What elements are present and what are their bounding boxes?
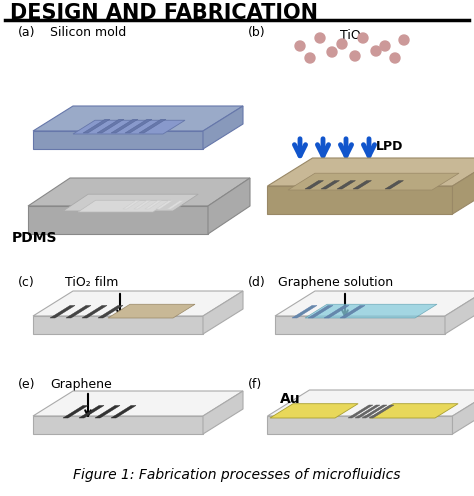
- Text: LPD: LPD: [376, 139, 403, 152]
- Polygon shape: [63, 406, 88, 418]
- Circle shape: [295, 41, 305, 51]
- Polygon shape: [125, 119, 152, 133]
- Polygon shape: [445, 291, 474, 334]
- Polygon shape: [111, 406, 136, 418]
- Polygon shape: [370, 404, 458, 418]
- Polygon shape: [308, 306, 333, 318]
- Polygon shape: [362, 405, 387, 418]
- Circle shape: [327, 47, 337, 57]
- Polygon shape: [385, 181, 403, 189]
- Text: (f): (f): [248, 378, 262, 391]
- Polygon shape: [267, 158, 474, 186]
- Polygon shape: [453, 158, 474, 214]
- Text: DESIGN AND FABRICATION: DESIGN AND FABRICATION: [10, 3, 318, 23]
- Polygon shape: [82, 306, 107, 318]
- Circle shape: [305, 53, 315, 63]
- Polygon shape: [111, 119, 138, 133]
- Polygon shape: [203, 391, 243, 434]
- Polygon shape: [123, 200, 140, 209]
- Circle shape: [315, 33, 325, 43]
- Polygon shape: [208, 178, 250, 234]
- Polygon shape: [134, 200, 151, 209]
- Text: (c): (c): [18, 276, 35, 289]
- Polygon shape: [348, 405, 373, 418]
- Polygon shape: [324, 306, 349, 318]
- Polygon shape: [453, 390, 474, 434]
- Polygon shape: [288, 173, 459, 190]
- Text: (b): (b): [248, 26, 265, 39]
- Text: Au: Au: [280, 392, 301, 406]
- Text: (a): (a): [18, 26, 36, 39]
- Text: Silicon mold: Silicon mold: [50, 26, 126, 39]
- Polygon shape: [108, 304, 195, 318]
- Polygon shape: [267, 416, 453, 434]
- Polygon shape: [203, 291, 243, 334]
- Polygon shape: [79, 406, 104, 418]
- Polygon shape: [292, 306, 317, 318]
- Polygon shape: [355, 405, 380, 418]
- Circle shape: [371, 46, 381, 56]
- Text: TiO₂: TiO₂: [340, 29, 366, 42]
- Circle shape: [358, 33, 368, 43]
- Polygon shape: [340, 306, 365, 318]
- Polygon shape: [139, 119, 166, 133]
- Polygon shape: [267, 390, 474, 416]
- Polygon shape: [321, 181, 339, 189]
- Polygon shape: [97, 119, 124, 133]
- Polygon shape: [33, 416, 203, 434]
- Text: (d): (d): [248, 276, 266, 289]
- Text: PDMS: PDMS: [12, 231, 57, 245]
- Polygon shape: [66, 306, 91, 318]
- Circle shape: [380, 41, 390, 51]
- Polygon shape: [63, 194, 198, 211]
- Polygon shape: [337, 181, 356, 189]
- Circle shape: [390, 53, 400, 63]
- Polygon shape: [78, 200, 171, 212]
- Polygon shape: [369, 405, 394, 418]
- Polygon shape: [275, 291, 474, 316]
- Polygon shape: [270, 404, 358, 418]
- Circle shape: [350, 51, 360, 61]
- Polygon shape: [73, 120, 185, 134]
- Polygon shape: [353, 181, 372, 189]
- Polygon shape: [167, 200, 183, 209]
- Text: TiO₂ film: TiO₂ film: [65, 276, 118, 289]
- Polygon shape: [50, 306, 75, 318]
- Polygon shape: [28, 206, 208, 234]
- Polygon shape: [33, 131, 203, 149]
- Polygon shape: [145, 200, 162, 209]
- Circle shape: [399, 35, 409, 45]
- Text: Graphene solution: Graphene solution: [278, 276, 393, 289]
- Polygon shape: [203, 106, 243, 149]
- Circle shape: [337, 39, 347, 49]
- Polygon shape: [33, 391, 243, 416]
- Polygon shape: [98, 306, 123, 318]
- Text: Graphene: Graphene: [50, 378, 112, 391]
- Text: Figure 1: Fabrication processes of microfluidics: Figure 1: Fabrication processes of micro…: [73, 468, 401, 482]
- Polygon shape: [275, 316, 445, 334]
- Polygon shape: [156, 200, 173, 209]
- Polygon shape: [33, 291, 243, 316]
- Polygon shape: [28, 178, 250, 206]
- Polygon shape: [83, 119, 110, 133]
- Polygon shape: [305, 304, 437, 318]
- Text: (e): (e): [18, 378, 36, 391]
- Polygon shape: [95, 406, 120, 418]
- Polygon shape: [33, 106, 243, 131]
- Polygon shape: [33, 316, 203, 334]
- Polygon shape: [267, 186, 453, 214]
- Polygon shape: [305, 181, 323, 189]
